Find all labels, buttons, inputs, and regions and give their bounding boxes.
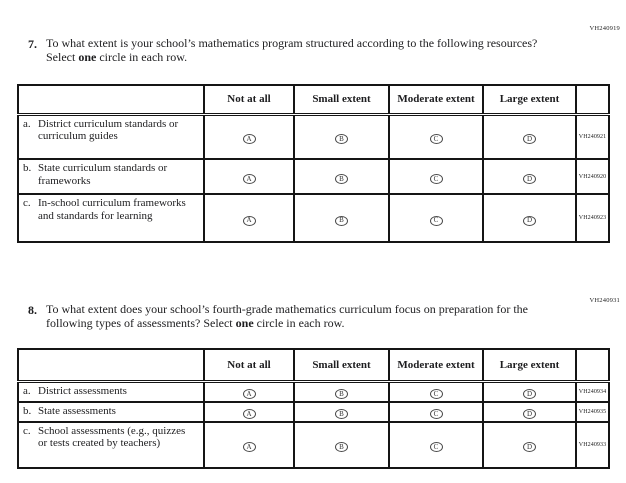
q8-header-code-stub: [575, 348, 610, 383]
q7-b-option-a[interactable]: A: [242, 174, 256, 184]
q8-a-option-a[interactable]: A: [242, 389, 256, 399]
question-8-text-suffix: circle in each row.: [253, 315, 345, 330]
q7-c-option-c[interactable]: C: [429, 215, 443, 226]
table-row: a. District curriculum standards or curri…: [17, 113, 610, 160]
q7-a-option-b[interactable]: B: [335, 134, 348, 145]
col-header-moderate-extent: Moderate extent: [388, 84, 484, 116]
row-letter: c.: [23, 197, 31, 209]
q8-header-row: Not at all Small extent Moderate extent …: [17, 348, 610, 383]
q8-b-option-b[interactable]: B: [335, 409, 348, 419]
q7-row-a-label: a. District curriculum standards or curri…: [17, 113, 205, 160]
q8-a-option-c[interactable]: C: [429, 389, 443, 399]
row-letter: a.: [23, 384, 31, 397]
q8-b-option-d[interactable]: D: [523, 409, 536, 419]
q8-c-option-a[interactable]: A: [242, 442, 256, 452]
q8-ref-code: VH240931: [589, 297, 620, 304]
table-row: b. State curriculum standards or framewor…: [17, 158, 610, 195]
q8-c-option-c[interactable]: C: [429, 442, 443, 452]
question-8-number: 8.: [28, 303, 37, 317]
q8-header-stub: [17, 348, 205, 383]
q7-a-option-c[interactable]: C: [429, 134, 443, 145]
row-label-text: State curriculum standards or frameworks: [38, 162, 168, 187]
q7-row-c-label: c. In-school curriculum frameworks and st…: [17, 193, 205, 243]
question-8-response-table: Not at all Small extent Moderate extent …: [17, 348, 610, 469]
q7-c-option-b[interactable]: B: [335, 215, 348, 226]
q8-a-option-d[interactable]: D: [523, 389, 536, 399]
q7-a-option-a[interactable]: A: [242, 134, 256, 145]
question-8-text-bold: one: [235, 315, 254, 330]
row-letter: b.: [23, 404, 32, 417]
q7-header-stub: [17, 84, 205, 116]
q7-c-option-d[interactable]: D: [523, 215, 536, 226]
row-label-text: State assessments: [38, 404, 116, 417]
q8-row-a-ref-code: VH240934: [575, 380, 610, 403]
table-row: a. District assessments A B C D VH240934: [17, 380, 610, 403]
q7-row-b-label: b. State curriculum standards or framewor…: [17, 158, 205, 195]
question-7-text-prefix: To what extent is your school’s mathemat…: [46, 36, 538, 64]
question-7-text-bold: one: [78, 49, 97, 64]
row-label-text: School assessments (e.g., quizzes or tes…: [38, 424, 186, 450]
q8-row-b-label: b. State assessments: [17, 400, 205, 423]
q7-row-a-ref-code: VH240921: [575, 113, 610, 160]
row-label-text: District curriculum standards or curricu…: [38, 117, 179, 143]
q7-b-option-c[interactable]: C: [429, 174, 443, 184]
q8-a-option-b[interactable]: B: [335, 389, 348, 399]
row-label-text: District assessments: [38, 384, 127, 397]
question-8: 8. To what extent does your school’s fou…: [28, 302, 548, 330]
col-header-not-at-all: Not at all: [203, 348, 295, 383]
row-letter: c.: [23, 424, 31, 437]
q7-b-option-b[interactable]: B: [335, 174, 348, 184]
col-header-not-at-all: Not at all: [203, 84, 295, 116]
col-header-large-extent: Large extent: [482, 348, 577, 383]
col-header-small-extent: Small extent: [293, 84, 390, 116]
question-7-text-suffix: circle in each row.: [96, 49, 188, 64]
q7-b-option-d[interactable]: D: [523, 174, 536, 184]
q8-row-b-ref-code: VH240935: [575, 400, 610, 423]
q8-b-option-a[interactable]: A: [242, 409, 256, 419]
q8-b-option-c[interactable]: C: [429, 409, 443, 419]
q7-ref-code: VH240919: [589, 25, 620, 32]
q8-c-option-d[interactable]: D: [523, 442, 536, 452]
col-header-large-extent: Large extent: [482, 84, 577, 116]
q8-row-c-label: c. School assessments (e.g., quizzes or t…: [17, 420, 205, 469]
q7-row-b-ref-code: VH240920: [575, 158, 610, 195]
q7-header-row: Not at all Small extent Moderate extent …: [17, 84, 610, 116]
question-7-text: To what extent is your school’s mathemat…: [46, 36, 548, 64]
q8-row-c-ref-code: VH240933: [575, 420, 610, 469]
q7-header-code-stub: [575, 84, 610, 116]
question-7-number: 7.: [28, 37, 37, 51]
table-row: c. School assessments (e.g., quizzes or t…: [17, 420, 610, 469]
col-header-moderate-extent: Moderate extent: [388, 348, 484, 383]
q8-row-a-label: a. District assessments: [17, 380, 205, 403]
q7-c-option-a[interactable]: A: [242, 215, 256, 226]
row-letter: a.: [23, 117, 31, 130]
q7-row-c-ref-code: VH240923: [575, 193, 610, 243]
question-8-text-prefix: To what extent does your school’s fourth…: [46, 302, 529, 330]
row-label-text: In-school curriculum frameworks and stan…: [38, 197, 186, 222]
question-7-response-table: Not at all Small extent Moderate extent …: [17, 84, 610, 243]
question-7: 7. To what extent is your school’s mathe…: [28, 36, 548, 64]
table-row: c. In-school curriculum frameworks and st…: [17, 193, 610, 243]
q8-c-option-b[interactable]: B: [335, 442, 348, 452]
col-header-small-extent: Small extent: [293, 348, 390, 383]
q7-a-option-d[interactable]: D: [523, 134, 536, 145]
question-8-text: To what extent does your school’s fourth…: [46, 302, 548, 330]
row-letter: b.: [23, 162, 32, 174]
table-row: b. State assessments A B C D VH240935: [17, 400, 610, 423]
